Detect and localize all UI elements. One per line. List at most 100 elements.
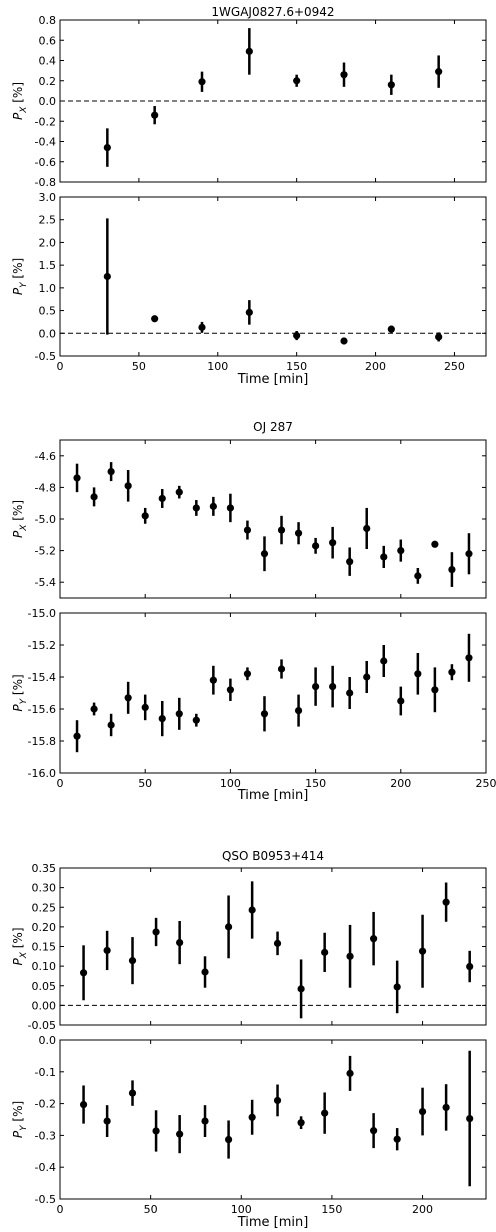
y-tick-label: 1.5 <box>39 259 57 272</box>
data-point <box>192 504 200 512</box>
y-tick-label: -5.4 <box>35 576 56 589</box>
data-point <box>248 1113 256 1121</box>
y-tick-label: -0.6 <box>35 156 56 169</box>
panel-frame <box>59 1039 487 1200</box>
data-point <box>226 504 234 512</box>
data-point <box>103 946 111 955</box>
data-point <box>363 673 371 681</box>
data-point <box>260 550 269 558</box>
data-point <box>277 526 286 534</box>
y-axis-label: PY [%] <box>11 258 29 295</box>
y-tick-label: 0.00 <box>32 999 57 1012</box>
y-tick-label: -0.5 <box>35 350 56 363</box>
x-tick-label: 150 <box>286 360 307 373</box>
data-point <box>297 985 305 993</box>
y-tick-label: 1.0 <box>39 282 57 295</box>
y-axis-label: PX [%] <box>11 500 29 538</box>
data-point <box>465 654 473 662</box>
data-point <box>273 1096 282 1105</box>
data-point <box>465 550 473 558</box>
y-tick-label: 0.10 <box>32 960 57 973</box>
panel-frame <box>59 867 487 1026</box>
x-tick-label: 200 <box>390 777 411 790</box>
y-tick-label: 0.35 <box>32 862 57 875</box>
data-point <box>245 308 253 316</box>
y-axis-symbol: P <box>11 530 25 538</box>
y-tick-label: 0.0 <box>39 327 57 340</box>
data-point <box>312 683 320 691</box>
data-point <box>243 670 252 678</box>
data-point <box>176 1130 184 1138</box>
data-point <box>152 928 160 936</box>
y-tick-label: -0.5 <box>35 1193 56 1206</box>
y-axis-unit: [%] <box>11 82 25 107</box>
data-point <box>387 325 395 333</box>
data-point <box>243 526 252 534</box>
data-point <box>297 1119 305 1127</box>
data-point <box>158 494 166 503</box>
data-point <box>442 898 450 906</box>
data-point <box>294 707 303 715</box>
y-axis-label: PY [%] <box>11 1101 29 1138</box>
data-point <box>107 721 115 729</box>
y-tick-label: 2.5 <box>39 214 57 227</box>
data-point <box>277 665 286 673</box>
y-axis-unit: [%] <box>11 1101 25 1126</box>
data-point <box>414 670 422 678</box>
data-point <box>431 686 439 694</box>
data-point <box>201 1117 209 1125</box>
chart-title: QSO B0953+414 <box>222 849 324 863</box>
data-point <box>312 542 320 550</box>
y-axis-symbol: P <box>11 287 25 295</box>
data-point <box>435 68 443 76</box>
data-point <box>321 948 329 956</box>
y-tick-label: -0.05 <box>28 1019 56 1032</box>
data-point <box>397 547 405 555</box>
data-point <box>198 78 206 86</box>
x-tick-label: 150 <box>305 777 326 790</box>
chart-title: OJ 287 <box>253 420 293 434</box>
y-tick-label: -16.0 <box>28 767 56 780</box>
data-point <box>124 694 132 702</box>
y-tick-label: 0.15 <box>32 941 57 954</box>
y-axis-label: PX [%] <box>11 82 29 120</box>
y-tick-label: 0.4 <box>39 55 57 68</box>
y-axis-label: PX [%] <box>11 927 29 965</box>
y-tick-label: -4.8 <box>35 481 56 494</box>
x-tick-label: 150 <box>321 1203 342 1216</box>
data-point <box>124 482 132 490</box>
y-tick-label: -15.4 <box>28 671 56 684</box>
y-tick-label: -15.6 <box>28 703 56 716</box>
panel-frame <box>59 196 487 357</box>
data-point <box>224 923 233 931</box>
data-point <box>346 558 354 566</box>
data-point <box>224 1135 233 1144</box>
y-tick-label: 0.05 <box>32 980 57 993</box>
data-point <box>393 983 401 991</box>
data-point <box>340 337 348 345</box>
data-point <box>175 488 183 496</box>
data-point <box>442 1103 450 1112</box>
data-point <box>346 1069 354 1077</box>
data-point <box>346 952 354 960</box>
x-tick-label: 50 <box>144 1203 158 1216</box>
y-axis-subscript: X <box>19 524 29 532</box>
panel-frame <box>59 19 487 183</box>
data-point <box>418 1107 427 1116</box>
data-point <box>329 683 337 691</box>
y-axis-symbol: P <box>11 112 25 120</box>
panel-frame <box>59 612 487 774</box>
data-point <box>103 143 111 152</box>
panel-frame <box>59 439 487 599</box>
data-point <box>329 539 337 547</box>
data-point <box>176 938 184 947</box>
y-axis-subscript: Y <box>19 1124 29 1131</box>
data-point <box>90 493 98 501</box>
data-point <box>435 333 443 341</box>
data-point <box>245 47 253 55</box>
y-axis-unit: [%] <box>11 927 25 952</box>
data-point <box>152 1127 160 1135</box>
y-tick-label: -15.2 <box>28 639 56 652</box>
data-point <box>466 1114 474 1123</box>
data-point <box>73 732 81 740</box>
